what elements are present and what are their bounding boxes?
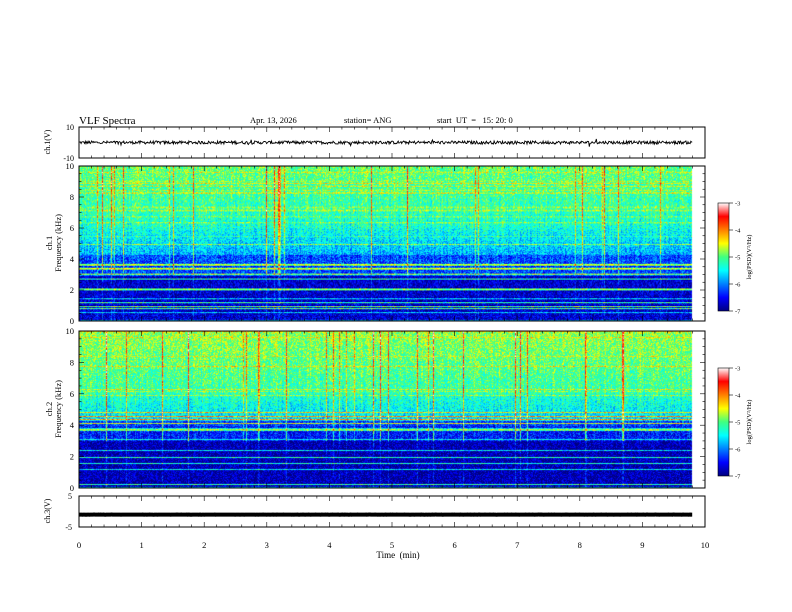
x-tick-label: 9	[640, 540, 644, 550]
ch2-spectrogram-panel: 0 2 4 6 8 10 ch.2 Frequency (kHz)	[44, 326, 706, 493]
x-axis-label: Time (min)	[376, 550, 419, 560]
x-tick-label: 0	[77, 540, 81, 550]
colorbar-tick-label: -3	[735, 366, 740, 373]
ch1-spectrogram-yticks: 0 2 4 6 8 10	[66, 161, 705, 326]
x-axis-tick-labels: 0 1 2 3 4 5 6 7 8 9 10	[77, 540, 709, 550]
ch1-colorbar-scale	[717, 202, 730, 312]
x-tick-label: 10	[701, 540, 710, 550]
colorbar-tick-label: -7	[735, 309, 741, 316]
ch2-spectrogram-ylabel-channel: ch.2	[44, 402, 54, 416]
ch1-waveform-trace	[78, 138, 693, 148]
colorbar-tick-label: -6	[735, 282, 741, 289]
header-station: station= ANG	[344, 115, 392, 125]
y-tick-label: 8	[70, 192, 74, 202]
ch1-ytick-bottom: -10	[63, 154, 74, 163]
ch1-waveform-ylabel: ch.1(V)	[43, 129, 52, 154]
ch2-colorbar-ticks: -3 -4 -5 -6 -7	[729, 366, 741, 481]
ch1-waveform-ticks	[78, 127, 706, 158]
ch2-spectrogram-ticks	[78, 331, 706, 488]
x-tick-label: 7	[515, 540, 519, 550]
ch1-spectrogram-panel: 0 2 4 6 8 10 ch.1 Frequency (kHz)	[44, 161, 706, 326]
ch1-spectrogram-image	[79, 166, 705, 321]
y-tick-label: 6	[70, 223, 74, 233]
colorbar-tick-label: -4	[735, 393, 741, 400]
ch2-colorbar: -3 -4 -5 -6 -7 log(PSD)(V²/Hz)	[717, 366, 753, 481]
ch1-waveform-panel: 10 -10 ch.1(V)	[43, 123, 706, 163]
ch1-colorbar-label: log(PSD)(V²/Hz)	[746, 235, 753, 280]
x-tick-label: 8	[578, 540, 582, 550]
figure-title: VLF Spectra	[79, 115, 136, 127]
y-tick-label: 10	[66, 161, 75, 171]
ch1-ytick-top: 10	[66, 123, 74, 132]
y-tick-label: 4	[70, 420, 75, 430]
ch1-colorbar-ticks: -3 -4 -5 -6 -7	[729, 201, 741, 316]
colorbar-tick-label: -7	[735, 474, 741, 481]
colorbar-tick-label: -4	[735, 228, 741, 235]
y-tick-label: 0	[70, 483, 74, 493]
ch2-spectrogram-image	[79, 331, 705, 488]
ch2-spectrogram-ylabel-frequency: Frequency (kHz)	[53, 380, 63, 438]
colorbar-tick-label: -5	[735, 420, 740, 427]
ch2-spectrogram-yticks: 0 2 4 6 8 10	[66, 326, 705, 493]
x-tick-label: 1	[139, 540, 143, 550]
ch3-waveform-panel: 5 -5 ch.3(V)	[43, 492, 706, 532]
x-tick-label: 4	[327, 540, 332, 550]
ch3-waveform-ticks	[78, 496, 706, 527]
y-tick-label: 2	[70, 285, 74, 295]
ch1-spectrogram-ticks	[78, 166, 706, 321]
y-tick-label: 6	[70, 389, 74, 399]
ch3-waveform-ylabel: ch.3(V)	[43, 498, 52, 523]
ch1-colorbar: -3 -4 -5 -6 -7 log(PSD)(V²/Hz)	[717, 201, 753, 316]
x-tick-label: 6	[452, 540, 456, 550]
y-tick-label: 2	[70, 452, 74, 462]
colorbar-tick-label: -6	[735, 447, 741, 454]
colorbar-tick-label: -3	[735, 201, 740, 208]
y-tick-label: 0	[70, 316, 74, 326]
x-tick-label: 5	[390, 540, 394, 550]
ch3-ytick-top: 5	[68, 492, 72, 501]
x-tick-label: 3	[265, 540, 269, 550]
x-tick-label: 2	[202, 540, 206, 550]
header-start-time: start UT = 15: 20: 0	[437, 115, 513, 125]
ch3-ytick-bottom: -5	[65, 523, 72, 532]
ch2-colorbar-label: log(PSD)(V²/Hz)	[746, 400, 753, 445]
ch1-spectrogram-ylabel-channel: ch.1	[44, 236, 54, 250]
y-tick-label: 4	[70, 254, 75, 264]
y-tick-label: 10	[66, 326, 75, 336]
header-date: Apr. 13, 2026	[250, 115, 297, 125]
ch1-spectrogram-ylabel-frequency: Frequency (kHz)	[53, 214, 63, 272]
y-tick-label: 8	[70, 357, 74, 367]
colorbar-tick-label: -5	[735, 255, 740, 262]
ch2-colorbar-scale	[717, 367, 730, 477]
